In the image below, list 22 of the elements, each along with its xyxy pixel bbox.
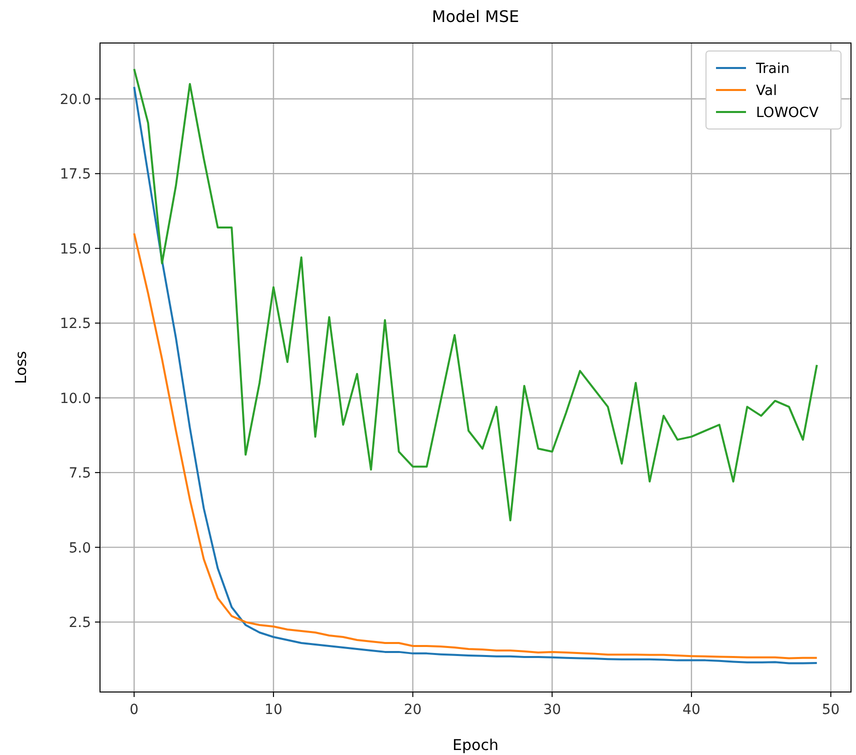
x-tick-label: 50 (822, 702, 840, 718)
y-tick-label: 7.5 (68, 466, 91, 482)
legend-label: Val (756, 83, 777, 99)
y-tick-label: 20.0 (60, 92, 91, 108)
y-tick-label: 10.0 (60, 390, 91, 407)
y-tick-label: 15.0 (60, 241, 91, 258)
x-tick-label: 30 (543, 702, 562, 718)
legend-label: Train (755, 61, 790, 77)
y-axis-title: Loss (12, 350, 30, 384)
x-axis-title: Epoch (452, 736, 498, 754)
legend-label: LOWOCV (756, 105, 819, 121)
y-tick-label: 17.5 (60, 166, 91, 183)
chart-title: Model MSE (432, 7, 520, 26)
y-tick-label: 12.5 (60, 316, 91, 332)
x-tick-label: 10 (264, 702, 282, 718)
x-tick-label: 20 (404, 702, 422, 718)
x-tick-label: 40 (682, 702, 700, 718)
line-series (133, 86, 818, 664)
line-series (133, 232, 818, 660)
y-tick-label: 5.0 (68, 540, 91, 556)
y-tick-label: 2.5 (68, 615, 91, 632)
x-tick-label: 0 (130, 702, 139, 718)
